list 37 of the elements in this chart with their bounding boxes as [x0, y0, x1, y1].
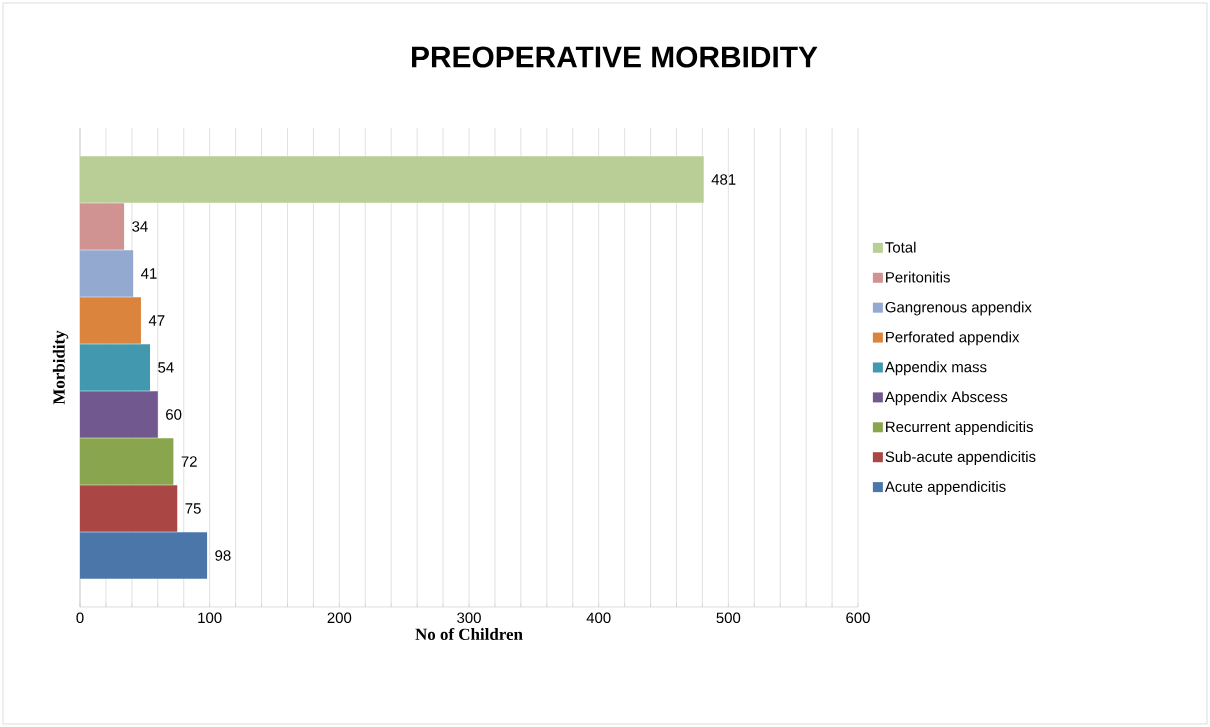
- x-tick-label: 100: [198, 612, 222, 624]
- legend-label: Sub-acute appendicitis: [885, 451, 1036, 465]
- bar: [80, 250, 134, 297]
- bar: [80, 156, 704, 203]
- legend-label: Recurrent appendicitis: [886, 421, 1033, 436]
- x-tick-label: 300: [457, 612, 481, 624]
- x-tick-label: 600: [846, 612, 870, 624]
- legend-label: Total: [885, 241, 916, 253]
- legend-label: Acute appendicitis: [884, 480, 1006, 495]
- bar: [80, 391, 158, 438]
- legend-label: Appendix Abscess: [884, 391, 1008, 406]
- bar: [80, 438, 174, 485]
- bar: [80, 344, 151, 391]
- data-label: 47: [148, 315, 165, 326]
- data-label: 41: [141, 268, 157, 279]
- bar: [80, 485, 178, 532]
- x-tick-label: 400: [586, 612, 611, 624]
- bar: [80, 203, 125, 250]
- legend-label: Appendix mass: [884, 361, 987, 376]
- data-label: 98: [215, 550, 231, 561]
- data-label: 34: [132, 221, 148, 232]
- data-label: 481: [711, 174, 736, 185]
- chart-title: PREOPERATIVE MORBIDITY: [412, 46, 818, 68]
- bar: [80, 532, 208, 579]
- x-tick-label: 0: [76, 612, 84, 624]
- data-label: 60: [166, 409, 182, 420]
- x-tick-label: 500: [716, 612, 741, 624]
- y-axis-title: Morbidity: [52, 330, 69, 405]
- data-label: 72: [181, 456, 197, 467]
- x-tick-label: 200: [327, 612, 352, 624]
- data-label: 54: [158, 362, 174, 373]
- data-label: 75: [185, 503, 201, 514]
- legend-label: Peritonitis: [886, 271, 950, 283]
- legend-label: Perforated appendix: [886, 331, 1020, 346]
- x-axis-title: No of Children: [415, 627, 523, 641]
- bar: [80, 297, 141, 344]
- legend-label: Gangrenous appendix: [885, 301, 1032, 316]
